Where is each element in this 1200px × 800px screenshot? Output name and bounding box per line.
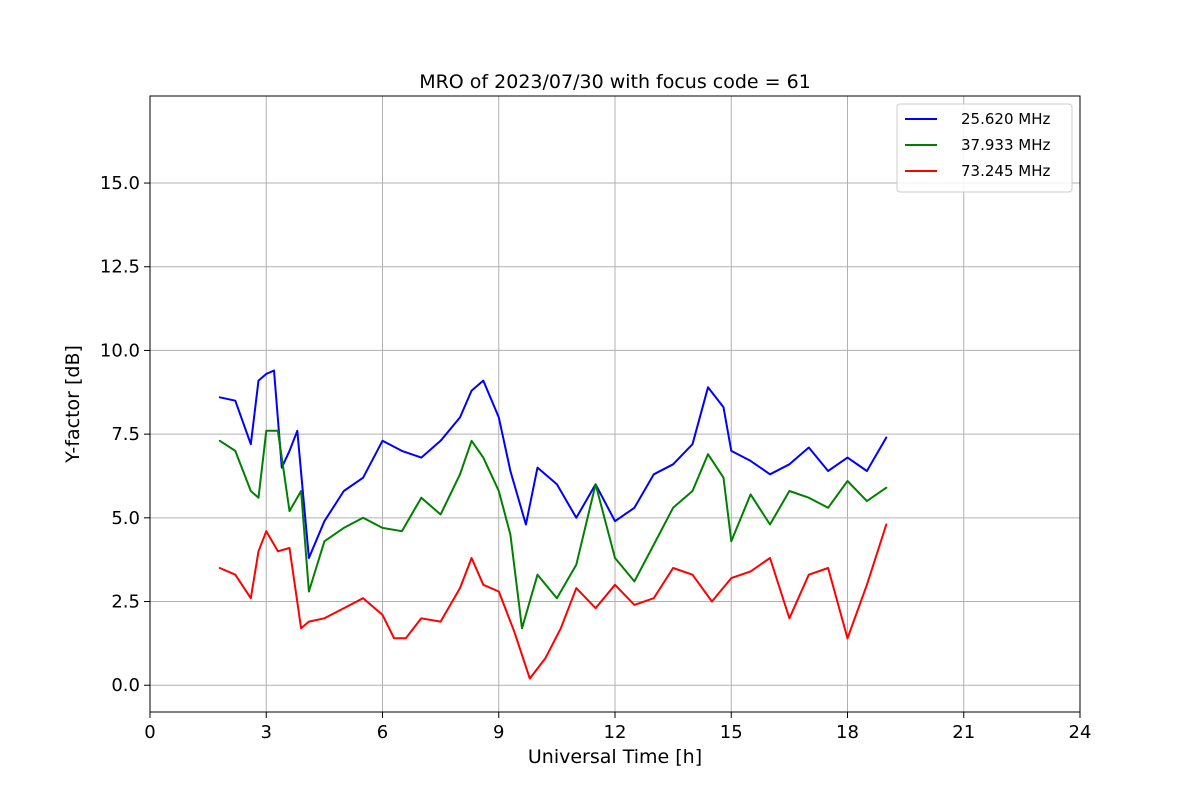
series-layer <box>218 369 888 680</box>
x-tick-label: 3 <box>261 722 272 743</box>
legend-label: 73.245 MHz <box>961 162 1050 180</box>
y-tick-label: 7.5 <box>111 424 140 445</box>
ticks: 0 3 6 9 12 15 18 21 24 0.0 2.5 5.0 7.5 10.0 12.5 15.0 <box>100 173 1092 743</box>
y-tick-label: 2.5 <box>111 592 140 613</box>
x-tick-label: 0 <box>144 722 155 743</box>
legend-label: 25.620 MHz <box>961 110 1050 128</box>
x-axis-label: Universal Time [h] <box>528 746 702 768</box>
legend-box <box>896 103 1073 193</box>
y-tick-label: 0.0 <box>111 675 140 696</box>
legend-label: 37.933 MHz <box>961 136 1050 154</box>
x-tick-label: 21 <box>952 722 975 743</box>
series-line-1 <box>218 369 888 559</box>
y-axis-label: Y-factor [dB] <box>62 345 84 464</box>
chart-title: MRO of 2023/07/30 with focus code = 61 <box>419 71 811 93</box>
y-tick-label: 10.0 <box>100 340 140 361</box>
x-tick-label: 15 <box>720 722 743 743</box>
x-tick-label: 18 <box>836 722 859 743</box>
legend: 25.620 MHz 37.933 MHz 73.245 MHz <box>896 103 1073 193</box>
x-tick-label: 9 <box>493 722 504 743</box>
y-tick-label: 5.0 <box>111 508 140 529</box>
y-tick-label: 15.0 <box>100 173 140 194</box>
series-line-2 <box>218 429 888 630</box>
series-line-3 <box>218 523 888 680</box>
y-tick-label: 12.5 <box>100 257 140 278</box>
x-tick-label: 24 <box>1069 722 1092 743</box>
x-tick-label: 12 <box>604 722 627 743</box>
x-tick-label: 6 <box>377 722 388 743</box>
